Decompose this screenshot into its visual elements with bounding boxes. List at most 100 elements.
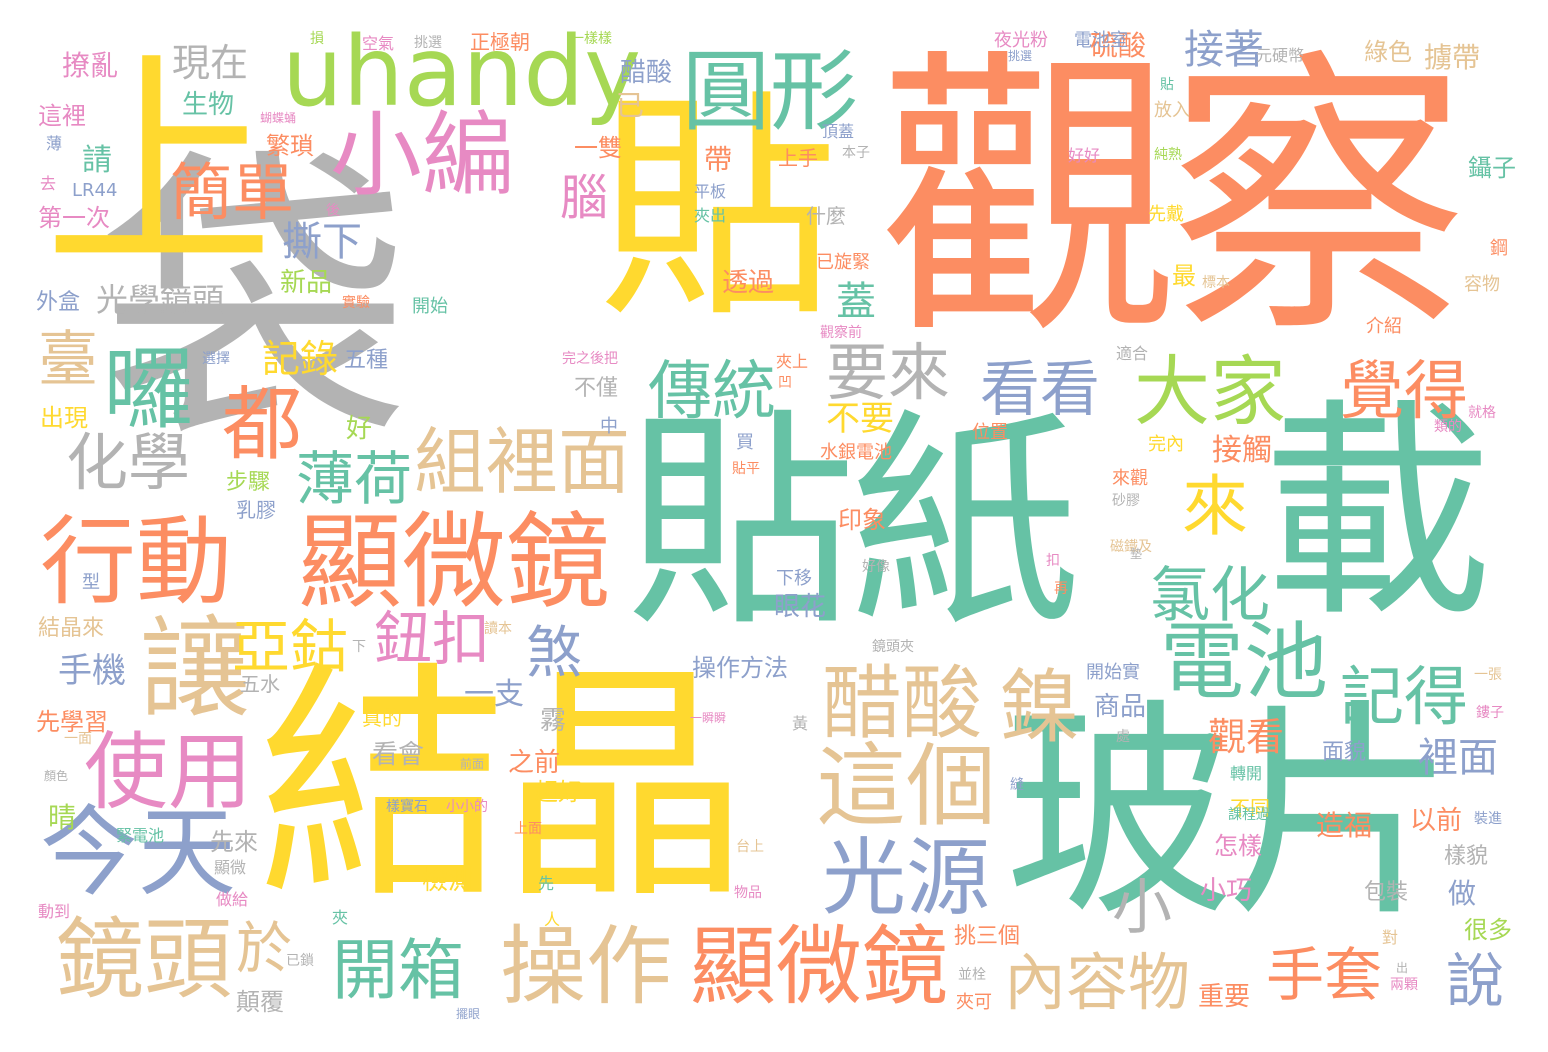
word-rongwu: 容物 <box>1464 274 1500 295</box>
word-yizhi: 一支 <box>464 677 524 712</box>
word-shihe: 適合 <box>1116 344 1149 363</box>
word-yuanyingbi: 元硬幣 <box>1256 46 1305 65</box>
word-dianchi: 電池 <box>1160 613 1329 711</box>
word-tiezhi: 貼紙 <box>626 391 1080 658</box>
word-lvdai: 擄帶 <box>1424 41 1481 74</box>
word-shenme: 什麼 <box>806 204 846 228</box>
word-zuo: 做 <box>1448 877 1477 910</box>
word-guangxuejingtou: 光學鏡頭 <box>96 281 225 319</box>
word-huaxue: 化學 <box>66 426 191 499</box>
word-jiezhe: 接著 <box>1184 27 1264 73</box>
word-kechengguo: 課程過 <box>1228 807 1270 823</box>
word-zaofu: 造福 <box>1316 809 1373 842</box>
word-dai-2: 帶 <box>704 143 733 176</box>
word-xia: 下 <box>352 639 366 655</box>
word-cusuan-2: 醋酸 <box>620 58 673 88</box>
word-zhengjichao: 正極朝 <box>470 30 530 54</box>
word-dajia: 大家 <box>1134 347 1286 436</box>
word-shoutao: 手套 <box>1266 941 1383 1009</box>
word-benzi: 本子 <box>842 145 870 161</box>
word-shuo: 說 <box>1446 947 1505 1015</box>
word-xing: 型 <box>82 572 100 593</box>
word-guangyuan: 光源 <box>822 829 991 927</box>
word-yu: 於 <box>236 917 292 982</box>
word-wupin: 物品 <box>734 885 762 901</box>
word-zhongyao: 重要 <box>1198 982 1251 1012</box>
word-tie-2: 貼 <box>1160 77 1174 93</box>
word-dinggai: 頂蓋 <box>822 122 855 141</box>
word-zenyang: 怎樣 <box>1214 832 1262 860</box>
word-taishang: 台上 <box>736 839 764 855</box>
word-waihe: 外盒 <box>36 290 81 315</box>
word-baiyan: 擺眼 <box>456 1007 481 1021</box>
word-rang: 讓 <box>140 605 250 733</box>
word-biaoben: 標本 <box>1202 275 1230 291</box>
word-kaishishi: 開始實 <box>1086 662 1140 683</box>
word-luo: 囉 <box>104 337 194 442</box>
word-bingshuan: 並栓 <box>958 967 986 983</box>
word-chuantong: 傳統 <box>648 355 776 429</box>
word-qing: 請 <box>82 143 112 178</box>
word-tai: 臺 <box>38 325 98 395</box>
word-liangke: 兩顆 <box>1390 977 1418 993</box>
word-cusuan-1: 醋酸 <box>822 657 982 750</box>
word-ao: 凹 <box>778 375 792 391</box>
word-diyici: 第一次 <box>38 204 110 232</box>
word-yuanxing: 圓形 <box>682 40 859 143</box>
word-jilu: 記錄 <box>262 337 339 381</box>
word-jiechu: 接觸 <box>1212 433 1272 468</box>
word-yaolai: 要來 <box>826 336 951 409</box>
word-kankan: 看看 <box>980 355 1100 425</box>
word-ren: 人 <box>544 910 561 929</box>
word-kou: 扣 <box>1046 553 1060 569</box>
word-jiejinglai: 結晶來 <box>38 616 105 641</box>
word-xianzai: 現在 <box>172 41 249 85</box>
word-wu: 霧 <box>540 706 567 736</box>
word-niezi: 鑷子 <box>1468 154 1516 182</box>
word-louzi: 鏤子 <box>1476 705 1504 721</box>
word-gai: 蓋 <box>836 279 876 325</box>
word-zhege: 這個 <box>816 734 996 839</box>
word-xiandai: 先戴 <box>1148 204 1184 225</box>
word-zuogei: 做給 <box>216 890 249 909</box>
word-xianlai: 先來 <box>210 828 258 856</box>
word-feng: 縫 <box>1010 777 1024 793</box>
word-tie: 貼 <box>598 70 839 350</box>
word-jieshao: 介紹 <box>1366 316 1402 337</box>
word-jingtou: 鏡頭 <box>56 908 233 1011</box>
word-xuanze: 選擇 <box>202 351 230 367</box>
word-shiyan: 實驗 <box>342 295 370 311</box>
word-zai: 載 <box>1262 381 1493 648</box>
word-huang: 黃 <box>792 714 809 733</box>
word-butong: 不同 <box>1230 796 1270 820</box>
word-zui: 最 <box>1172 262 1196 290</box>
word-weizhi: 位置 <box>972 422 1008 443</box>
word-shangpin: 商品 <box>1094 692 1147 722</box>
word-xianwei: 顯微 <box>214 858 247 877</box>
word-shouji: 手機 <box>58 651 126 691</box>
word-buzhou: 步驟 <box>226 470 271 495</box>
word-guancha: 觀察 <box>878 25 1468 374</box>
word-rujiao: 乳膠 <box>236 498 276 522</box>
word-jindianchi: 緊電池 <box>116 826 165 845</box>
word-sun: 損 <box>310 31 324 47</box>
word-jiandan: 簡單 <box>170 156 295 229</box>
word-jiachu: 夾出 <box>694 206 727 225</box>
word-buyao: 不要 <box>826 399 894 439</box>
word-dai: 袋 <box>100 124 410 485</box>
word-dianfu: 顛覆 <box>236 988 284 1016</box>
word-pingban: 平板 <box>694 182 727 201</box>
word-guankan: 觀看 <box>1208 715 1285 759</box>
word-kongqi: 空氣 <box>362 34 395 53</box>
word-fansuo: 繁瑣 <box>266 132 314 160</box>
word-zai-2: 再 <box>1054 581 1068 597</box>
word-zulimian: 組裡面 <box>414 420 631 504</box>
word-haoxiang: 好像 <box>862 559 890 575</box>
word-dianchishi: 電池室 <box>1074 30 1128 51</box>
word-zhende: 真的 <box>362 706 402 730</box>
word-hudieyong: 蝴蝶蛹 <box>260 111 297 125</box>
word-tiaoxuan: 挑選 <box>414 35 442 51</box>
word-sha: 煞 <box>526 621 582 686</box>
word-leide: 類的 <box>1434 419 1462 435</box>
word-xingdong: 行動 <box>40 506 232 618</box>
